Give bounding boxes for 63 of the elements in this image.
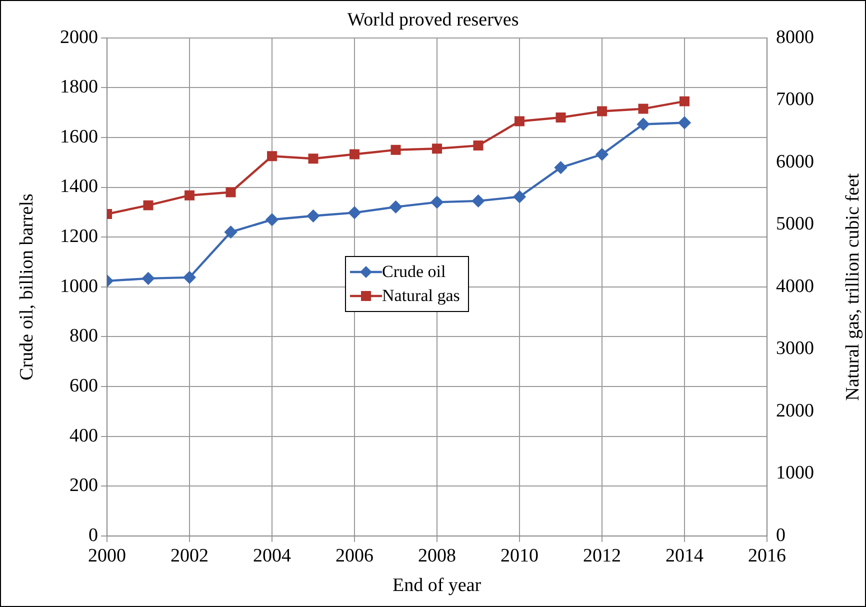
y2-tick-label: 4000 [776, 276, 814, 297]
y-tick-label: 800 [70, 326, 98, 347]
y2-tick-label: 5000 [776, 214, 814, 235]
point [514, 116, 524, 126]
point [143, 200, 154, 210]
y2-tick-label: 3000 [776, 338, 814, 360]
point [307, 210, 320, 222]
y-tick-label: 600 [70, 376, 98, 397]
point [513, 190, 526, 203]
x-tick-label: 2006 [336, 545, 374, 566]
y2-tick-label: 6000 [776, 151, 814, 172]
point [597, 106, 607, 116]
y2-tick-label: 7000 [776, 89, 814, 110]
chart-title: World proved reserves [347, 9, 519, 30]
x-tick-label: 2014 [666, 545, 704, 566]
x-tick-label: 2012 [583, 545, 621, 566]
point [184, 190, 194, 200]
point [638, 104, 648, 114]
point [350, 149, 360, 160]
x-tick-label: 2008 [418, 545, 456, 566]
x-axis-title: End of year [392, 575, 482, 597]
x-tick-label: 2010 [500, 545, 538, 566]
y-tick-label: 1400 [60, 176, 98, 198]
x-tick-label: 2000 [88, 545, 126, 566]
point [226, 187, 236, 198]
point [473, 140, 484, 151]
point [390, 144, 401, 155]
y2-axis-title: Natural gas, trillion cubic feet [842, 173, 864, 401]
y-tick-label: 0 [88, 524, 98, 546]
x-tick-label: 2004 [253, 545, 292, 566]
y-tick-label: 2000 [60, 26, 98, 48]
point [678, 116, 691, 129]
point [554, 161, 567, 174]
point [308, 154, 318, 164]
y2-tick-label: 0 [776, 524, 786, 546]
point [266, 214, 278, 226]
y-tick-label: 400 [70, 425, 98, 446]
point [267, 151, 277, 162]
point [556, 112, 566, 122]
y-tick-label: 1000 [60, 276, 98, 297]
y-tick-label: 1600 [60, 126, 98, 148]
y2-tick-label: 1000 [776, 462, 814, 484]
legend-label: Natural gas [382, 286, 460, 306]
point [472, 194, 484, 208]
legend-label: Crude oil [382, 262, 446, 282]
point [596, 148, 608, 160]
y-tick-label: 200 [70, 475, 98, 496]
y-axis-title: Crude oil, billion barrels [16, 193, 38, 380]
x-tick-label: 2002 [170, 545, 208, 566]
y-tick-label: 1800 [60, 76, 98, 98]
y2-tick-label: 2000 [776, 400, 814, 422]
point [637, 118, 650, 130]
y2-tick-label: 8000 [776, 26, 814, 48]
point [432, 144, 442, 154]
point [224, 226, 237, 238]
point [183, 271, 196, 284]
y-tick-label: 1200 [60, 226, 98, 248]
point [142, 272, 154, 285]
point [390, 200, 402, 214]
point [430, 196, 444, 208]
x-tick-label: 2016 [748, 545, 786, 566]
point [348, 206, 361, 219]
point [680, 96, 690, 106]
